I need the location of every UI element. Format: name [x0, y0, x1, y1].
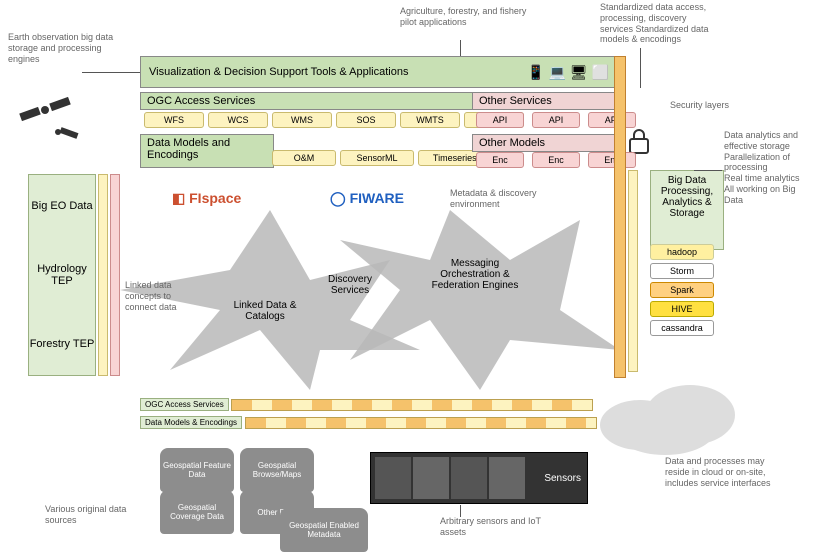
tech-cassandra: cassandra: [650, 320, 714, 336]
model-om: O&M: [272, 150, 336, 166]
forest: Forestry TEP: [29, 338, 95, 350]
viz-box: Visualization & Decision Support Tools &…: [140, 56, 618, 88]
fiware-logo: ◯ FIWARE: [330, 190, 404, 207]
viz-label: Visualization & Decision Support Tools &…: [149, 66, 527, 78]
ann-agri: Agriculture, forestry, and fishery pilot…: [400, 6, 530, 28]
ann-various: Various original data sources: [45, 504, 135, 526]
enc-1: Enc: [476, 152, 524, 168]
enc-2: Enc: [532, 152, 580, 168]
left-strip1: [98, 174, 108, 376]
ogc-services: WFS WCS WMS SOS WMTS SOS: [144, 112, 524, 128]
api-2: API: [532, 112, 580, 128]
sensors-label: Sensors: [544, 473, 581, 484]
api-row: API API API: [476, 112, 636, 128]
messaging: Messaging Orchestration & Federation Eng…: [420, 258, 530, 291]
cyl-feature: Geospatial Feature Data: [160, 448, 234, 492]
sensors-strip: Sensors: [370, 452, 588, 504]
linked-catalogs: Linked Data & Catalogs: [225, 300, 305, 322]
cyl-metadata: Geospatial Enabled Metadata: [280, 508, 368, 552]
cyl-coverage: Geospatial Coverage Data: [160, 490, 234, 534]
ann-std-access: Standardized data access, processing, di…: [600, 2, 710, 45]
models-list: O&M SensorML TimeseriesML: [272, 150, 504, 166]
svc-wcs: WCS: [208, 112, 268, 128]
enc-row: Enc Enc Enc: [476, 152, 636, 168]
cyl-browse: Geospatial Browse/Maps: [240, 448, 314, 492]
svc-wmts: WMTS: [400, 112, 460, 128]
api-3: API: [588, 112, 636, 128]
left-strip2: [110, 174, 120, 376]
other-services: Other Services: [472, 92, 616, 110]
dm-strip-bottom: Data Models & Encodings: [140, 416, 600, 430]
fispace-logo: ◧ FIspace: [172, 190, 241, 207]
api-1: API: [476, 112, 524, 128]
ann-reside: Data and processes may reside in cloud o…: [665, 456, 785, 488]
ogc-strip-bottom: OGC Access Services: [140, 398, 600, 412]
ann-security: Security layers: [670, 100, 760, 111]
ann-earth-obs: Earth observation big data storage and p…: [8, 32, 118, 64]
tech-spark: Spark: [650, 282, 714, 298]
ann-arbitrary: Arbitrary sensors and IoT assets: [440, 516, 550, 538]
svc-wms: WMS: [272, 112, 332, 128]
models-header: Data Models and Encodings: [140, 134, 274, 168]
left-panel: Big EO Data Hydrology TEP Forestry TEP: [28, 174, 96, 376]
ann-analytics: Data analytics and effective storage Par…: [724, 130, 816, 206]
ogc-header: OGC Access Services: [140, 92, 474, 110]
tech-stack: hadoop Storm Spark HIVE cassandra: [650, 244, 714, 336]
lock-icon: [626, 125, 652, 155]
security-strip-2: [628, 170, 638, 372]
ann-linked: Linked data concepts to connect data: [125, 280, 195, 312]
security-strip-1: [614, 56, 626, 378]
svc-sos: SOS: [336, 112, 396, 128]
cloud-shape: [590, 370, 750, 460]
tech-hive: HIVE: [650, 301, 714, 317]
enc-3: Enc: [588, 152, 636, 168]
ann-metadisc: Metadata & discovery environment: [450, 188, 560, 210]
discovery: Discovery Services: [315, 274, 385, 296]
satellite-icon: [10, 90, 100, 160]
svc-wfs: WFS: [144, 112, 204, 128]
tech-storm: Storm: [650, 263, 714, 279]
big-eo: Big EO Data: [29, 200, 95, 212]
hydro: Hydrology TEP: [29, 263, 95, 287]
other-models: Other Models: [472, 134, 616, 152]
model-sensorml: SensorML: [340, 150, 414, 166]
right-bigdata: Big Data Processing, Analytics & Storage: [650, 170, 724, 250]
tech-hadoop: hadoop: [650, 244, 714, 260]
